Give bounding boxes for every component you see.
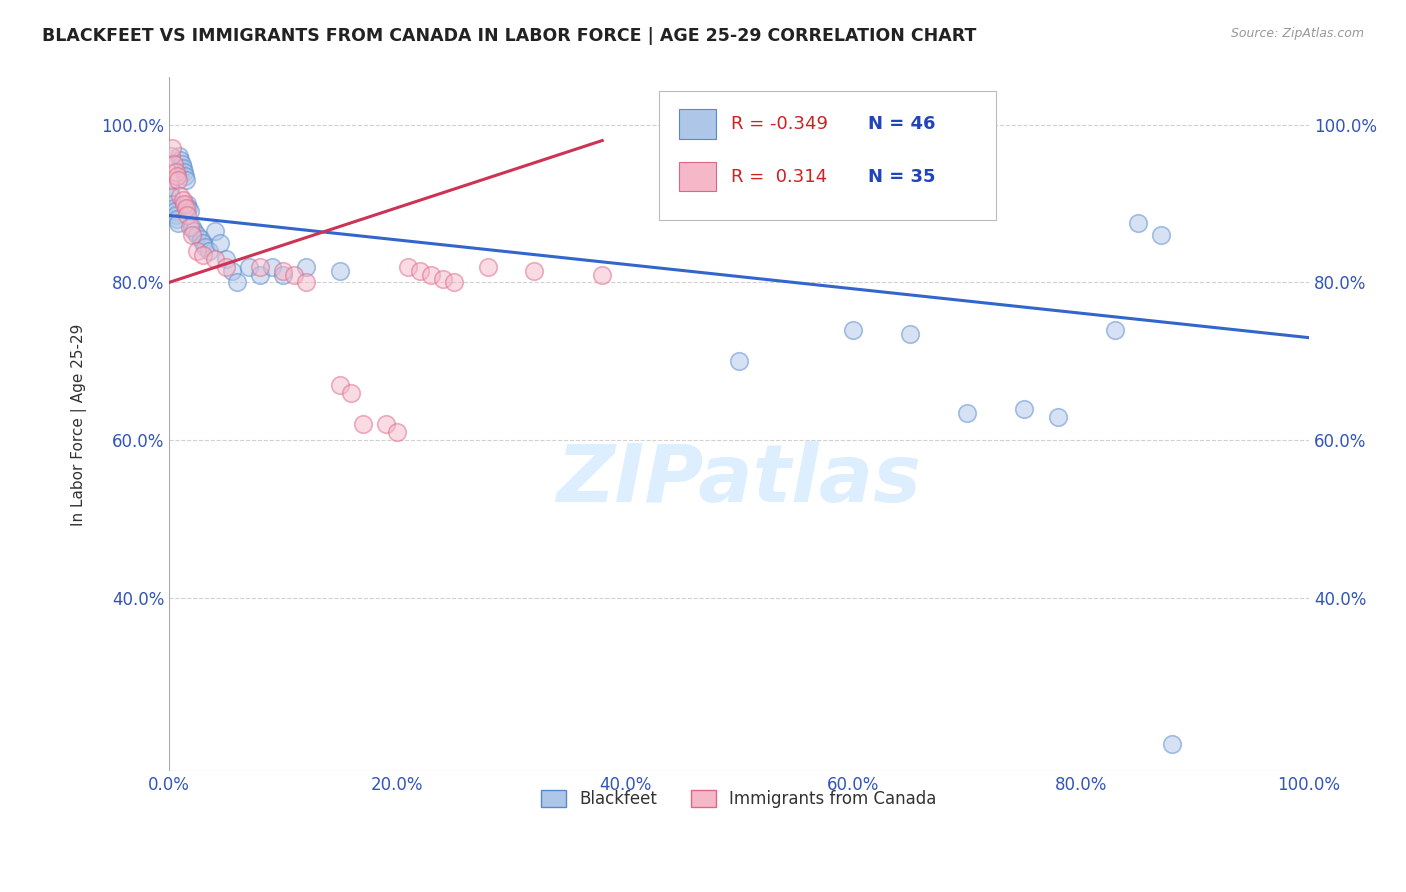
Point <box>221 263 243 277</box>
Point <box>215 252 238 266</box>
Point <box>162 201 184 215</box>
Point <box>173 196 195 211</box>
Point <box>260 260 283 274</box>
Point <box>176 209 198 223</box>
Text: BLACKFEET VS IMMIGRANTS FROM CANADA IN LABOR FORCE | AGE 25-29 CORRELATION CHART: BLACKFEET VS IMMIGRANTS FROM CANADA IN L… <box>42 27 977 45</box>
Point <box>169 188 191 202</box>
Bar <box>679 162 716 191</box>
Point <box>385 425 408 440</box>
Point <box>166 169 188 183</box>
Point <box>215 260 238 274</box>
Point <box>238 260 260 274</box>
Point <box>174 173 197 187</box>
Point <box>165 165 187 179</box>
Point <box>432 271 454 285</box>
Point <box>271 268 294 282</box>
Point <box>186 228 208 243</box>
Point <box>162 141 184 155</box>
Point <box>180 228 202 243</box>
Point <box>409 263 432 277</box>
Point <box>249 268 271 282</box>
Text: N = 35: N = 35 <box>868 168 935 186</box>
Point <box>167 216 190 230</box>
FancyBboxPatch shape <box>659 91 995 219</box>
Point <box>340 385 363 400</box>
Point <box>159 173 181 187</box>
Point <box>179 204 201 219</box>
Point <box>842 323 865 337</box>
Point <box>1150 228 1173 243</box>
Point <box>173 165 195 179</box>
Point <box>591 268 613 282</box>
Point <box>169 153 191 168</box>
Point <box>177 201 200 215</box>
Point <box>204 224 226 238</box>
Point <box>1104 323 1126 337</box>
Point <box>179 220 201 235</box>
Point <box>1126 216 1149 230</box>
Point <box>170 157 193 171</box>
Point <box>160 149 183 163</box>
Point <box>226 276 249 290</box>
Point <box>249 260 271 274</box>
Point <box>1161 737 1184 751</box>
Point <box>180 220 202 235</box>
Point <box>166 212 188 227</box>
Point <box>204 252 226 266</box>
Point <box>294 260 316 274</box>
Point <box>283 268 305 282</box>
Point <box>183 224 205 238</box>
Point <box>159 181 181 195</box>
Point <box>523 263 546 277</box>
Text: R =  0.314: R = 0.314 <box>731 168 827 186</box>
Point <box>186 244 208 258</box>
Point <box>728 354 751 368</box>
Point <box>167 173 190 187</box>
Text: R = -0.349: R = -0.349 <box>731 115 828 133</box>
Point <box>194 240 217 254</box>
Text: ZIPatlas: ZIPatlas <box>557 441 921 519</box>
Point <box>174 169 197 183</box>
Point <box>396 260 419 274</box>
Point <box>209 235 232 250</box>
Point <box>477 260 499 274</box>
Point <box>329 263 352 277</box>
Bar <box>679 110 716 138</box>
Point <box>176 196 198 211</box>
Point <box>329 378 352 392</box>
Point <box>193 248 215 262</box>
Point <box>172 161 194 175</box>
Point <box>165 209 187 223</box>
Point <box>198 244 221 258</box>
Text: Source: ZipAtlas.com: Source: ZipAtlas.com <box>1230 27 1364 40</box>
Point <box>1012 401 1035 416</box>
Point <box>443 276 465 290</box>
Point <box>1047 409 1070 424</box>
Point <box>174 201 197 215</box>
Point <box>374 417 396 432</box>
Point <box>167 149 190 163</box>
Point <box>193 235 215 250</box>
Text: N = 46: N = 46 <box>868 115 935 133</box>
Point <box>898 326 921 341</box>
Point <box>271 263 294 277</box>
Point <box>294 276 316 290</box>
Point <box>160 188 183 202</box>
Point <box>420 268 443 282</box>
Point <box>172 193 194 207</box>
Point <box>162 196 184 211</box>
Point <box>162 157 184 171</box>
Point <box>352 417 374 432</box>
Y-axis label: In Labor Force | Age 25-29: In Labor Force | Age 25-29 <box>72 323 87 525</box>
Point <box>190 232 212 246</box>
Point <box>163 204 186 219</box>
Legend: Blackfeet, Immigrants from Canada: Blackfeet, Immigrants from Canada <box>534 783 943 815</box>
Point <box>956 406 979 420</box>
